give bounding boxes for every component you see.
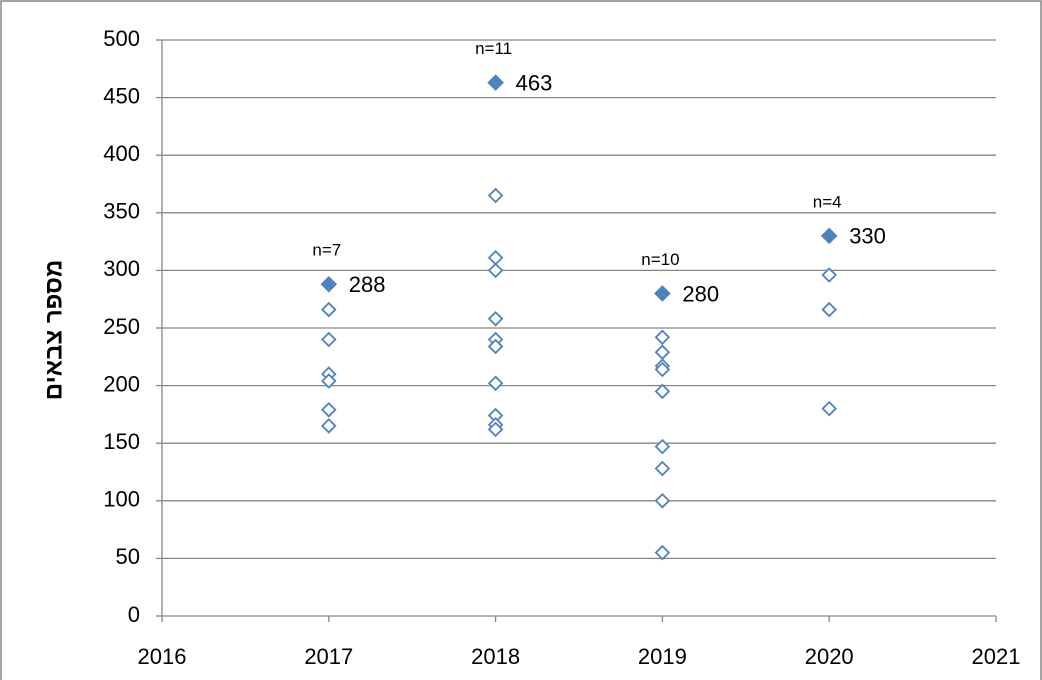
filled-marker — [320, 275, 338, 293]
filled-marker — [820, 227, 838, 245]
filled-marker — [654, 285, 671, 302]
open-marker — [321, 301, 337, 318]
open-marker — [321, 373, 337, 389]
x-tick-label: 2018 — [471, 644, 520, 669]
y-tick-label: 250 — [103, 314, 140, 339]
x-tick-label: 2019 — [638, 644, 687, 669]
filled-marker — [487, 74, 504, 91]
open-marker — [321, 418, 337, 434]
x-tick-label: 2020 — [805, 644, 854, 669]
y-tick-label: 100 — [103, 487, 140, 512]
data-label: 463 — [516, 70, 553, 95]
annotation: n=4 — [813, 192, 842, 211]
y-tick-label: 450 — [103, 83, 140, 108]
open-marker — [487, 338, 504, 355]
open-marker — [654, 361, 671, 378]
annotation: n=10 — [641, 250, 679, 269]
open-marker — [654, 493, 671, 509]
y-axis-title: מספר צבאים — [40, 260, 67, 400]
open-marker — [821, 301, 837, 318]
open-marker — [487, 375, 504, 392]
y-tick-label: 350 — [103, 199, 140, 224]
open-marker — [654, 329, 671, 345]
data-label: 330 — [849, 224, 886, 249]
open-marker — [654, 438, 671, 455]
x-tick-label: 2016 — [138, 644, 187, 669]
open-marker — [654, 383, 671, 400]
annotation: n=7 — [312, 241, 341, 260]
y-tick-label: 300 — [103, 256, 140, 281]
open-marker — [654, 544, 671, 561]
open-marker — [821, 267, 837, 283]
annotation: n=11 — [475, 39, 512, 58]
y-tick-label: 150 — [103, 429, 140, 454]
x-tick-label: 2017 — [304, 644, 353, 669]
open-marker — [487, 262, 504, 279]
open-marker — [487, 311, 504, 327]
data-label: 280 — [682, 281, 719, 306]
y-tick-label: 50 — [116, 544, 140, 569]
open-marker — [487, 187, 504, 204]
y-tick-label: 200 — [103, 371, 140, 396]
open-marker — [487, 421, 504, 438]
open-marker — [321, 402, 337, 418]
y-tick-label: 0 — [128, 602, 140, 627]
x-tick-label: 2021 — [972, 644, 1021, 669]
open-marker — [654, 460, 671, 477]
data-label: 288 — [349, 272, 386, 297]
open-marker — [321, 331, 337, 348]
open-marker — [821, 400, 837, 417]
y-tick-label: 500 — [103, 26, 140, 51]
y-tick-label: 400 — [103, 141, 140, 166]
